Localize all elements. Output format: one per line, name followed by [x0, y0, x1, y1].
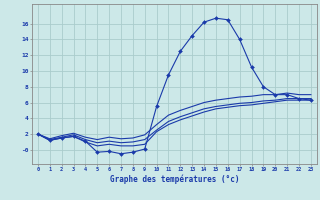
X-axis label: Graphe des températures (°c): Graphe des températures (°c) [110, 175, 239, 184]
